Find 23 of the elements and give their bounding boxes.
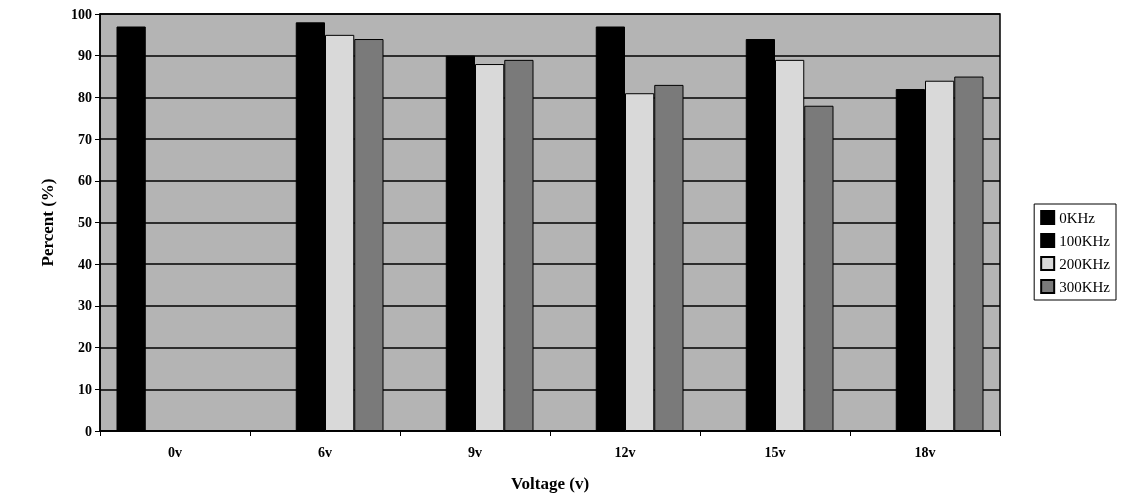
y-tick-label: 100 [71,6,92,22]
legend-label: 300KHz [1059,278,1111,295]
y-tick-label: 40 [78,256,92,272]
x-axis-title: Voltage (v) [510,474,590,493]
y-tick-label: 10 [78,381,92,397]
y-tick-label: 70 [78,131,92,147]
legend-label: 0KHz [1059,209,1096,226]
y-tick-label: 0 [85,423,92,439]
y-tick-label: 60 [78,173,92,189]
y-tick-label: 20 [78,340,92,356]
x-tick-label: 12v [614,444,636,460]
y-axis-title: Percent (%) [38,178,57,267]
x-tick-label: 9v [468,444,482,460]
legend-label: 200KHz [1059,255,1111,272]
y-tick-label: 50 [78,215,92,230]
y-tick-label: 80 [78,89,92,105]
x-tick-label: 0v [168,444,182,460]
y-tick-label: 30 [78,298,92,314]
x-tick-label: 15v [764,444,786,460]
x-tick-label: 6v [318,444,332,460]
x-tick-label: 18v [914,444,936,460]
legend-label: 100KHz [1059,232,1111,249]
y-tick-label: 90 [78,48,92,64]
